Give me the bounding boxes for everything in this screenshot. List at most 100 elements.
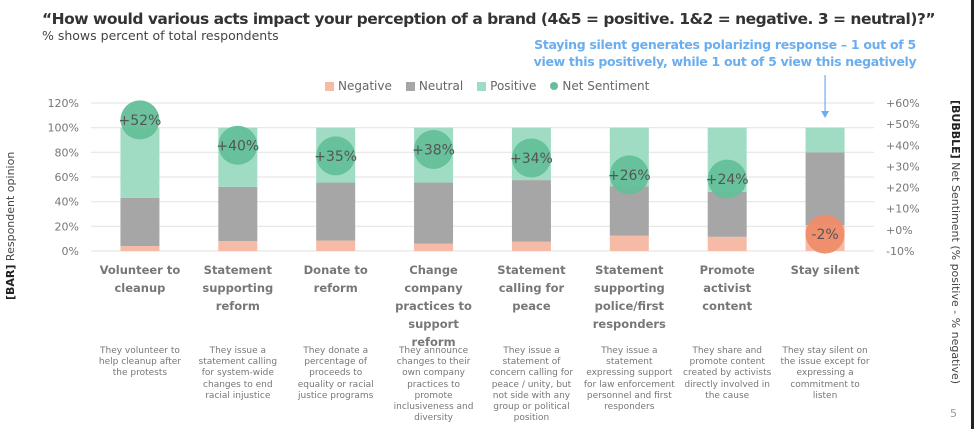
bar-segment-negative xyxy=(414,243,454,251)
page-number: 5 xyxy=(950,407,957,420)
category-description-line: justice programs xyxy=(298,390,374,401)
category-description-line: directly involved in xyxy=(684,379,770,390)
left-tick-label: 0% xyxy=(62,245,79,258)
category-label: Donate to reform xyxy=(288,261,384,297)
category-label-line: Statement xyxy=(203,263,272,277)
chart-subtitle: % shows percent of total respondents xyxy=(42,28,279,43)
category-label-line: peace xyxy=(512,299,551,313)
category-description-line: for system-wide xyxy=(201,368,274,379)
category-description-line: They issue a xyxy=(503,346,560,356)
net-sentiment-label: +34% xyxy=(510,151,553,167)
category-description: They donate a percentage of proceeds to equ… xyxy=(286,346,386,402)
category-description-line: personnel and first xyxy=(586,390,672,401)
category-label: Statement calling for peace xyxy=(483,261,579,315)
category-label: Statement supporting police/first responder… xyxy=(581,261,677,333)
right-tick-label: +20% xyxy=(886,182,920,195)
bar-segment-neutral xyxy=(609,186,649,236)
category-description-line: commitment to xyxy=(790,379,860,390)
callout-arrow-head-icon xyxy=(821,111,830,118)
category-label: Stay silent xyxy=(777,261,873,279)
category-description-line: proceeds to xyxy=(309,368,363,379)
right-tick-label: +10% xyxy=(886,203,920,216)
right-tick-label: +30% xyxy=(886,160,920,173)
category-description-line: the issue except for xyxy=(780,357,870,368)
category-description-line: racial injustice xyxy=(205,390,271,401)
category-label-line: responders xyxy=(592,317,666,331)
category-label-line: activist xyxy=(703,281,752,295)
category-label-line: support reform xyxy=(408,317,459,349)
net-sentiment-bubble xyxy=(511,138,551,178)
category-description-line: position xyxy=(513,413,550,424)
legend-item-net-sentiment: Net Sentiment xyxy=(550,79,649,93)
legend-swatch-positive xyxy=(477,81,487,91)
legend-label: Net Sentiment xyxy=(562,79,650,93)
category-description-line: They share and xyxy=(692,346,763,356)
net-sentiment-bubble xyxy=(316,136,356,176)
net-sentiment-bubble xyxy=(414,130,454,170)
category-label-line: police/first xyxy=(594,299,664,313)
category-label-line: Volunteer to xyxy=(99,263,181,277)
category-description-line: created by activists xyxy=(683,368,772,379)
category-label: Change company practices to support reform xyxy=(386,261,482,351)
category-description-line: listen xyxy=(812,390,838,401)
legend-label: Negative xyxy=(338,79,392,93)
category-description: They stay silent on the issue except for e… xyxy=(775,346,875,402)
category-label-line: supporting xyxy=(202,281,274,295)
left-tick-label: 80% xyxy=(55,146,79,159)
category-description-line: promote content xyxy=(689,357,765,368)
category-description: They issue a statement expressing support f… xyxy=(579,346,679,413)
category-description-line: They issue a xyxy=(209,346,267,356)
left-tick-label: 40% xyxy=(55,196,79,209)
category-label-line: content xyxy=(702,299,753,313)
bar-segment-negative xyxy=(707,236,747,251)
net-sentiment-bubble xyxy=(805,214,845,254)
category-description-line: own company xyxy=(402,368,466,379)
right-tick-label: +60% xyxy=(886,97,920,110)
category-description-line: statement xyxy=(606,357,653,368)
category-label-line: cleanup xyxy=(114,281,166,295)
callout-annotation: Staying silent generates polarizing resp… xyxy=(533,37,917,69)
category-description-line: group or political xyxy=(493,402,570,413)
category-description-line: diversity xyxy=(414,413,453,424)
net-sentiment-label: +52% xyxy=(119,113,162,129)
category-description-line: promote xyxy=(414,390,453,401)
category-description-line: the cause xyxy=(705,390,750,401)
category-label: Statement supporting reform xyxy=(190,261,286,315)
bar-segment-neutral xyxy=(511,180,551,242)
category-description-line: inclusiveness and xyxy=(393,402,474,413)
category-label-line: practices to xyxy=(395,299,472,313)
legend-swatch-neutral xyxy=(405,81,415,91)
slide-border xyxy=(971,0,974,429)
category-label-line: reform xyxy=(313,281,358,295)
category-label-line: Donate to xyxy=(303,263,368,277)
net-sentiment-label: +24% xyxy=(706,172,749,188)
legend-dot-net-sentiment xyxy=(550,82,559,90)
category-label-line: Statement xyxy=(595,263,664,277)
category-description-line: the protests xyxy=(112,368,168,379)
category-label-line: Change xyxy=(409,263,458,277)
category-label: Promote activist content xyxy=(679,261,775,315)
bar-segment-negative xyxy=(316,240,356,251)
category-description-line: They donate a xyxy=(303,346,369,356)
left-tick-label: 20% xyxy=(55,220,79,233)
category-description-line: They volunteer to xyxy=(100,346,180,356)
legend-label: Positive xyxy=(490,79,537,93)
bar-segment-negative xyxy=(120,246,160,251)
bar-segment-neutral xyxy=(316,182,356,241)
category-description: They issue a statement calling for system-… xyxy=(188,346,288,402)
category-label-line: Promote xyxy=(699,263,755,277)
net-sentiment-bubble xyxy=(218,125,258,165)
category-label-line: Stay silent xyxy=(790,263,860,277)
net-sentiment-bubble xyxy=(609,155,649,195)
category-description: They announce changes to their own company… xyxy=(384,346,484,424)
bar-segment-negative xyxy=(218,241,258,251)
bar-segment-neutral xyxy=(120,197,160,247)
bar-segment-positive xyxy=(805,127,845,153)
category-description-line: concern calling for xyxy=(489,368,574,379)
bar-segment-neutral xyxy=(218,186,258,242)
category-description-line: practices to xyxy=(407,379,461,390)
category-description-line: statement of xyxy=(502,357,561,368)
category-description-line: changes to their xyxy=(396,357,471,368)
right-tick-label: +50% xyxy=(886,118,920,131)
